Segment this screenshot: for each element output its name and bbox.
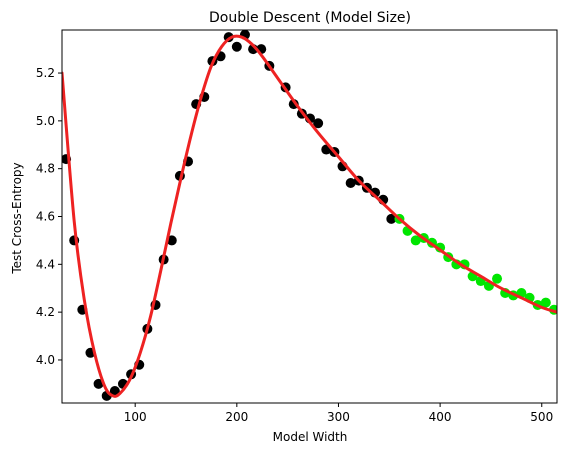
- y-tick-label: 4.2: [36, 305, 55, 319]
- data-point-series-1-18: [540, 297, 551, 308]
- data-point-series-1-12: [492, 273, 503, 284]
- y-tick-label: 4.6: [36, 210, 55, 224]
- x-tick-label: 100: [124, 410, 147, 424]
- y-tick-label: 4.0: [36, 353, 55, 367]
- plot-frame: [61, 29, 558, 404]
- data-point-series-1-2: [410, 235, 421, 246]
- y-tick-label: 4.8: [36, 162, 55, 176]
- data-point-series-0-6: [109, 386, 120, 397]
- x-axis-label: Model Width: [273, 430, 348, 444]
- y-tick-label: 5.0: [36, 114, 55, 128]
- fit-curve-line: [62, 34, 557, 398]
- data-point-series-0-34: [345, 178, 356, 189]
- axis-ticks: 100 200 300 400 500 4.0 4.2 4.4 4.6 4.8 5.0 5.2: [36, 66, 553, 424]
- chart-title: Double Descent (Model Size): [209, 10, 411, 26]
- x-tick-label: 500: [530, 410, 553, 424]
- data-point-series-0-21: [231, 41, 242, 52]
- data-point-series-0-39: [386, 213, 397, 224]
- x-tick-label: 400: [429, 410, 452, 424]
- data-point-series-0-30: [313, 118, 324, 129]
- data-point-series-0-4: [93, 378, 104, 389]
- y-tick-label: 4.4: [36, 257, 55, 271]
- x-tick-label: 300: [327, 410, 350, 424]
- x-tick-label: 200: [225, 410, 248, 424]
- plot-area: [62, 30, 557, 401]
- y-axis-label: Test Cross-Entropy: [10, 162, 24, 274]
- y-tick-label: 5.2: [36, 66, 55, 80]
- data-point-series-0-13: [166, 235, 177, 246]
